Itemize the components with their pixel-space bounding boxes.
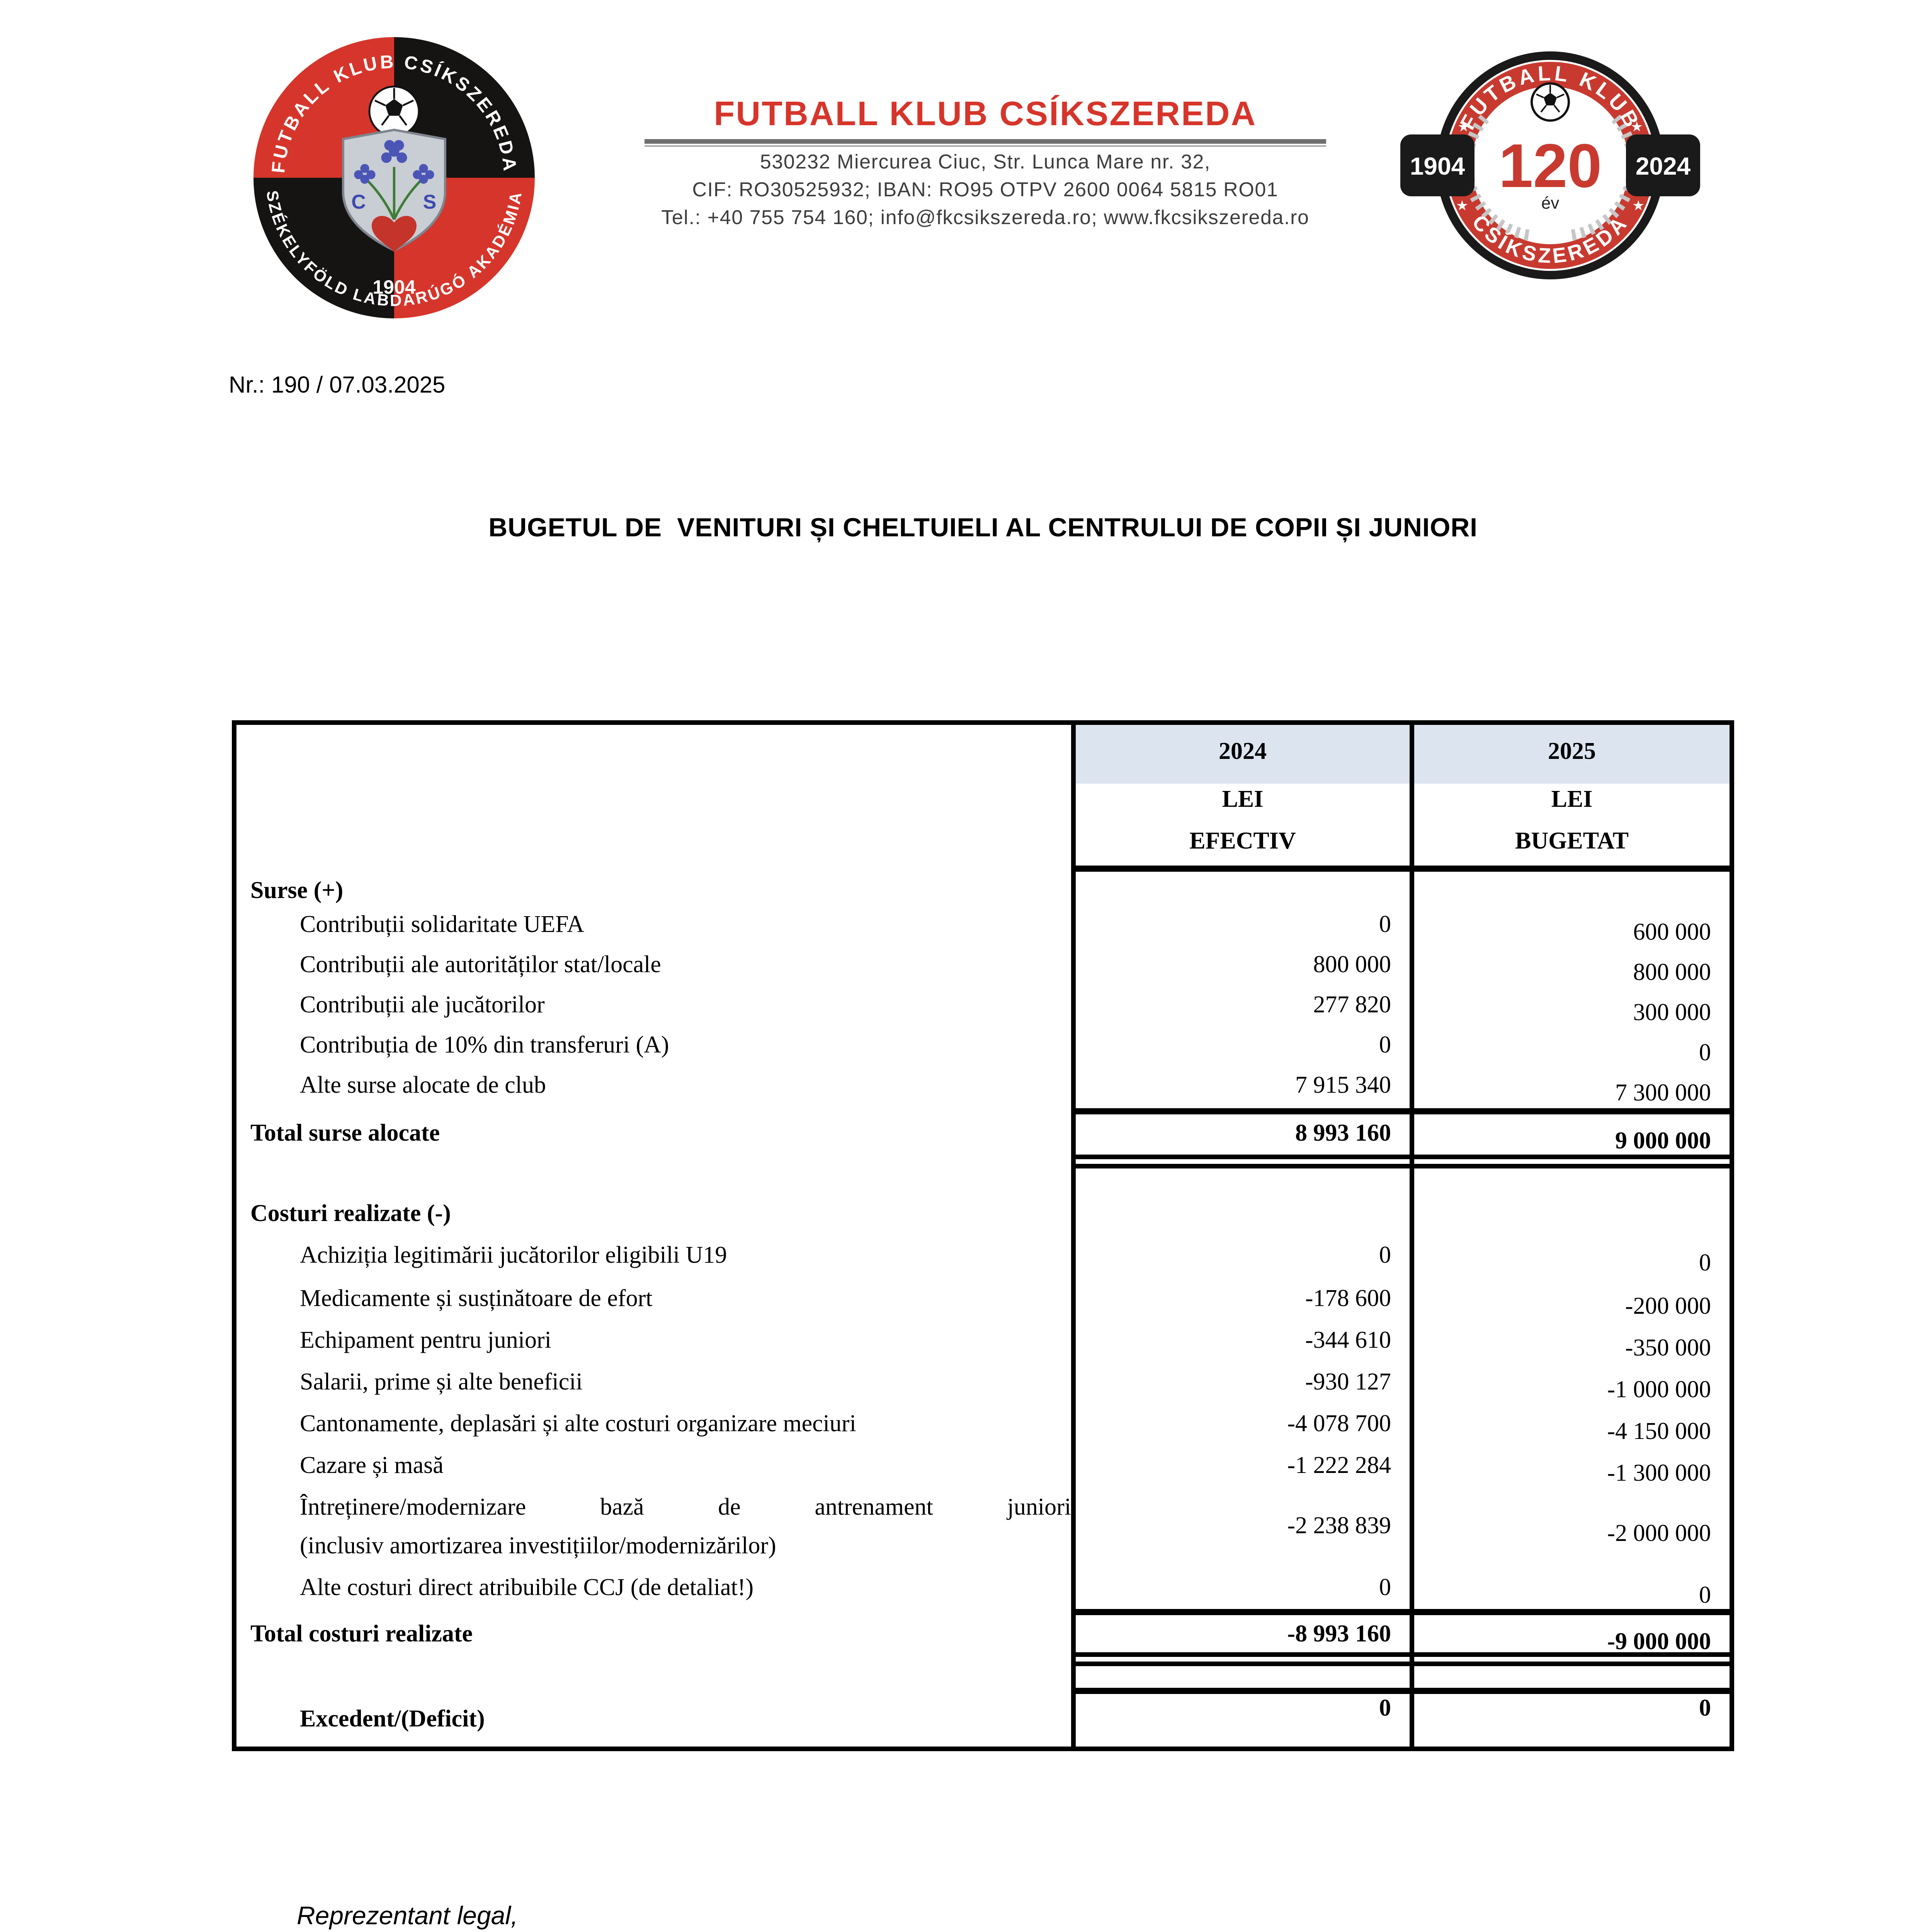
table-row-total: Total surse alocate 8 993 160 9 000 000 bbox=[250, 1121, 1711, 1155]
badge-tab-left bbox=[1400, 134, 1475, 196]
cornflowers bbox=[354, 140, 434, 184]
soccer-ball-icon bbox=[1531, 82, 1570, 122]
badge-year-1904: 1904 bbox=[1410, 152, 1465, 180]
address-line: Tel.: +40 755 754 160; info@fkcsikszered… bbox=[661, 206, 1310, 229]
club-name: FUTBALL KLUB CSÍKSZEREDA bbox=[714, 94, 1257, 133]
svg-text:★: ★ bbox=[1458, 119, 1470, 134]
crest-year: 1904 bbox=[372, 276, 415, 298]
column-divider bbox=[1410, 725, 1414, 1747]
table-rule bbox=[1071, 1609, 1730, 1615]
col-header-lei: LEI bbox=[1222, 787, 1264, 813]
table-rule bbox=[1071, 1108, 1730, 1114]
address-line: 530232 Miercurea Ciuc, Str. Lunca Mare n… bbox=[760, 150, 1211, 173]
signatory-role: Reprezentant legal, bbox=[297, 1903, 518, 1930]
address-line: CIF: RO30525932; IBAN: RO95 OTPV 2600 00… bbox=[692, 178, 1279, 201]
table-row: Contribuția de 10% din transferuri (A) 0… bbox=[300, 1032, 1711, 1066]
letterhead-divider bbox=[645, 139, 1326, 148]
letterhead: FUTBALL KLUB CSÍKSZEREDA 530232 Miercure… bbox=[641, 93, 1329, 232]
table-row: Medicamente și susținătoare de efort -17… bbox=[300, 1286, 1711, 1320]
monogram-s: S bbox=[423, 191, 437, 213]
table-rule bbox=[1071, 1155, 1730, 1159]
col-header-2025: 2025 bbox=[1548, 739, 1596, 765]
table-row: Cantonamente, deplasări și alte costuri … bbox=[300, 1411, 1711, 1445]
table-row: Contribuții ale jucătorilor 277 820 300 … bbox=[300, 992, 1711, 1026]
badge-ev: év bbox=[1541, 194, 1559, 213]
table-row: Achiziția legitimării jucătorilor eligib… bbox=[300, 1243, 1711, 1277]
table-row: Echipament pentru juniori -344 610 -350 … bbox=[300, 1328, 1711, 1362]
svg-text:★: ★ bbox=[1456, 197, 1468, 213]
badge-stars: ★ ★ ★ ★ bbox=[1456, 119, 1645, 213]
badge-120: 120 bbox=[1499, 131, 1602, 200]
badge-tab-right bbox=[1626, 134, 1700, 196]
table-row: Întreținere/modernizare bază de antrenam… bbox=[300, 1495, 1711, 1560]
table-row: Salarii, prime și alte beneficii -930 12… bbox=[300, 1369, 1711, 1403]
anniversary-badge: 120 év FUTBALL KLUB CSÍKSZEREDA ★ ★ ★ ★ … bbox=[1400, 51, 1700, 279]
table-row: Contribuții ale autorităților stat/local… bbox=[300, 952, 1711, 986]
club-crest-logo: FUTBALL KLUB CSÍKSZEREDA SZÉKELYFÖLD LAB… bbox=[253, 37, 535, 318]
table-row: Alte surse alocate de club 7 915 340 7 3… bbox=[300, 1073, 1711, 1107]
svg-text:★: ★ bbox=[1632, 197, 1645, 213]
page-title: BUGETUL DE VENITURI ȘI CHELTUIELI AL CEN… bbox=[488, 513, 1478, 543]
table-rule bbox=[1071, 1164, 1730, 1168]
col-header-2024: 2024 bbox=[1219, 739, 1267, 765]
svg-text:★: ★ bbox=[1631, 119, 1643, 134]
col-header-bugetat: BUGETAT bbox=[1515, 828, 1629, 855]
table-rule bbox=[1071, 1662, 1730, 1666]
table-row-total: Total costuri realizate -8 993 160 -9 00… bbox=[250, 1621, 1711, 1655]
column-divider bbox=[1071, 725, 1076, 1747]
table-header-background bbox=[1071, 725, 1730, 784]
document-number: Nr.: 190 / 07.03.2025 bbox=[229, 372, 446, 399]
table-row-section: Costuri realizate (-) bbox=[250, 1201, 451, 1227]
col-header-lei: LEI bbox=[1551, 787, 1593, 813]
table-row-total: Excedent/(Deficit) 0 0 bbox=[300, 1696, 1711, 1733]
crest-shield: C S bbox=[342, 128, 446, 252]
table-row: Contribuții solidaritate UEFA 0 600 000 bbox=[300, 912, 1711, 946]
table-rule bbox=[1071, 1652, 1730, 1657]
table-row: Alte costuri direct atribuibile CCJ (de … bbox=[300, 1575, 1711, 1609]
soccer-ball-icon bbox=[368, 85, 420, 137]
table-row: Cazare și masă -1 222 284 -1 300 000 bbox=[300, 1453, 1711, 1487]
table-rule bbox=[1071, 866, 1730, 872]
table-rule bbox=[1071, 1688, 1730, 1694]
table-row-section: Surse (+) bbox=[250, 878, 344, 904]
heart-icon bbox=[371, 216, 417, 252]
budget-table: 2024 2025 LEI LEI EFECTIV BUGETAT Surse … bbox=[232, 720, 1734, 1751]
col-header-efectiv: EFECTIV bbox=[1189, 828, 1296, 855]
monogram-c: C bbox=[351, 191, 366, 213]
badge-year-2024: 2024 bbox=[1636, 152, 1691, 180]
